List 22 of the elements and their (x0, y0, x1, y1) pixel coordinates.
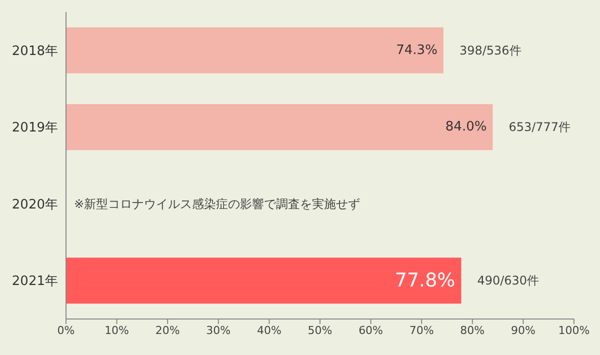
annotation: 398/536件 (459, 43, 522, 58)
y-tick-label: 2020年 (12, 197, 58, 212)
y-tick-label: 2019年 (12, 120, 58, 136)
x-tick-label: 60% (358, 324, 384, 337)
y-tick-label: 2021年 (12, 274, 58, 290)
annotation: ※新型コロナウイルス感染症の影響で調査を実施せず (74, 196, 360, 211)
annotation: 653/777件 (508, 120, 571, 134)
data-label: 84.0% (445, 120, 487, 135)
data-label: 74.3% (396, 42, 438, 58)
x-tick-label: 20% (155, 324, 180, 337)
x-tick-label: 0% (57, 324, 75, 337)
x-tick-label: 70% (409, 324, 434, 337)
annotation: 490/630件 (477, 274, 540, 288)
data-label: 77.8% (394, 270, 456, 292)
x-tick-label: 90% (510, 324, 536, 337)
x-tick-label: 10% (104, 324, 130, 337)
x-tick-label: 50% (308, 324, 332, 337)
y-tick-label: 2018年 (12, 44, 58, 59)
x-tick-label: 40% (256, 324, 282, 337)
x-tick-label: 100% (558, 324, 590, 337)
x-tick-label: 30% (206, 324, 231, 337)
x-tick-label: 80% (460, 324, 485, 337)
